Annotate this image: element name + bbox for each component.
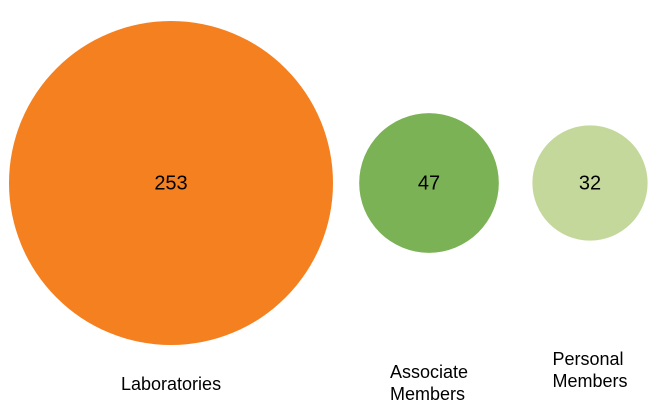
bubble: [359, 113, 499, 253]
category-label: Personal Members: [552, 349, 628, 391]
bubble: [9, 21, 333, 345]
value-label: 253: [154, 172, 187, 194]
value-label: 32: [579, 172, 601, 194]
category-label: Associate Members: [390, 362, 469, 404]
bubble: [532, 125, 648, 241]
category-label: Laboratories: [121, 374, 222, 394]
value-label: 47: [418, 172, 440, 194]
